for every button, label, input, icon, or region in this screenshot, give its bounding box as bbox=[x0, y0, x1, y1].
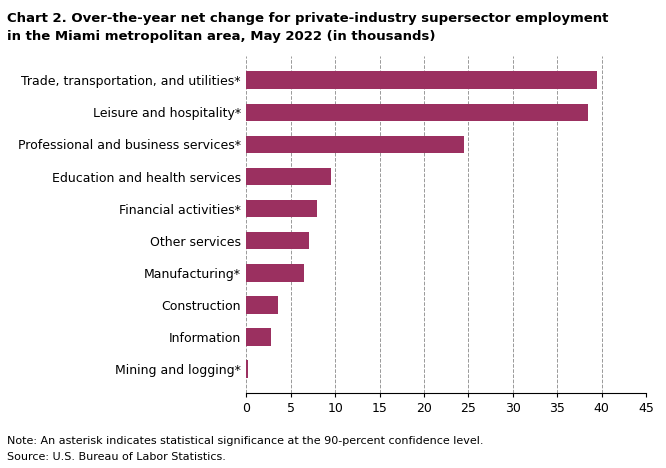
Text: Note: An asterisk indicates statistical significance at the 90-percent confidenc: Note: An asterisk indicates statistical … bbox=[7, 436, 483, 446]
Bar bbox=[246, 136, 464, 154]
Text: Source: U.S. Bureau of Labor Statistics.: Source: U.S. Bureau of Labor Statistics. bbox=[7, 453, 226, 462]
Bar bbox=[246, 103, 588, 121]
Bar bbox=[246, 264, 304, 282]
Bar bbox=[246, 232, 308, 249]
Bar bbox=[246, 360, 248, 378]
Bar bbox=[246, 168, 331, 185]
Text: in the Miami metropolitan area, May 2022 (in thousands): in the Miami metropolitan area, May 2022… bbox=[7, 30, 435, 44]
Bar bbox=[246, 328, 271, 346]
Bar bbox=[246, 200, 318, 218]
Text: Chart 2. Over-the-year net change for private-industry supersector employment: Chart 2. Over-the-year net change for pr… bbox=[7, 12, 608, 25]
Bar bbox=[246, 72, 597, 89]
Bar bbox=[246, 296, 278, 314]
